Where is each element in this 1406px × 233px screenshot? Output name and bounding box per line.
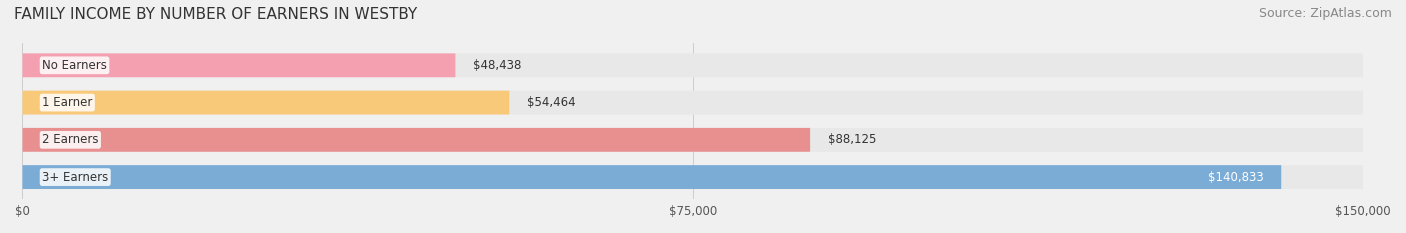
FancyBboxPatch shape [22, 128, 810, 152]
FancyBboxPatch shape [22, 91, 1364, 114]
FancyBboxPatch shape [22, 91, 509, 114]
Text: 3+ Earners: 3+ Earners [42, 171, 108, 184]
Text: 2 Earners: 2 Earners [42, 133, 98, 146]
FancyBboxPatch shape [22, 165, 1281, 189]
Text: 1 Earner: 1 Earner [42, 96, 93, 109]
Text: $48,438: $48,438 [474, 59, 522, 72]
Text: FAMILY INCOME BY NUMBER OF EARNERS IN WESTBY: FAMILY INCOME BY NUMBER OF EARNERS IN WE… [14, 7, 418, 22]
FancyBboxPatch shape [22, 53, 456, 77]
FancyBboxPatch shape [22, 165, 1364, 189]
Text: $54,464: $54,464 [527, 96, 575, 109]
Text: Source: ZipAtlas.com: Source: ZipAtlas.com [1258, 7, 1392, 20]
Text: No Earners: No Earners [42, 59, 107, 72]
Text: $140,833: $140,833 [1208, 171, 1264, 184]
FancyBboxPatch shape [22, 128, 1364, 152]
Text: $88,125: $88,125 [828, 133, 876, 146]
FancyBboxPatch shape [22, 53, 1364, 77]
